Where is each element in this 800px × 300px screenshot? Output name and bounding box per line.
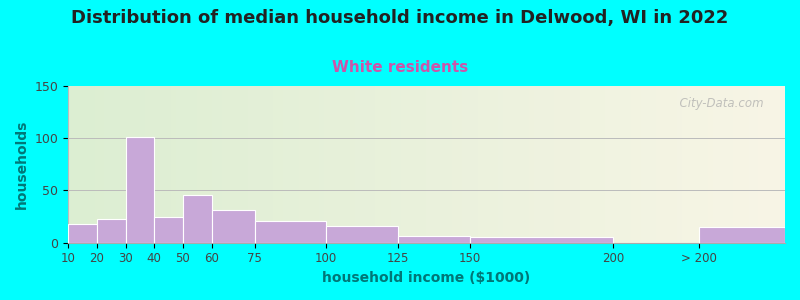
Y-axis label: households: households (15, 120, 29, 209)
Bar (211, 210, 254, 243)
Bar (470, 238, 613, 243)
Text: Distribution of median household income in Delwood, WI in 2022: Distribution of median household income … (71, 9, 729, 27)
X-axis label: household income ($1000): household income ($1000) (322, 271, 530, 285)
Bar (699, 227, 785, 243)
Bar (126, 137, 154, 243)
Bar (68, 224, 97, 243)
Bar (97, 219, 126, 243)
Bar (154, 217, 183, 243)
Bar (183, 195, 211, 243)
Bar (326, 226, 398, 243)
Bar (398, 236, 470, 243)
Bar (254, 221, 326, 243)
Text: City-Data.com: City-Data.com (672, 97, 763, 110)
Text: White residents: White residents (332, 60, 468, 75)
